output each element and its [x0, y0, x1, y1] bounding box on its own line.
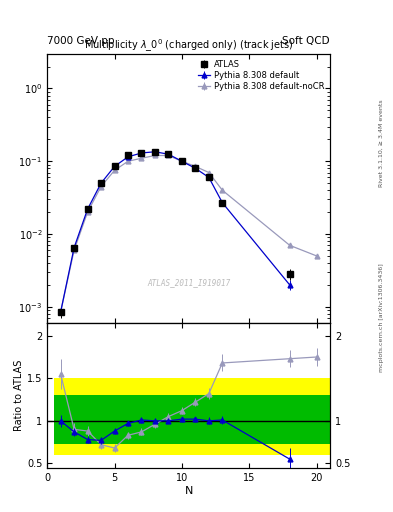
Title: Multiplicity $\lambda\_0^0$ (charged only) (track jets): Multiplicity $\lambda\_0^0$ (charged onl… [84, 37, 294, 54]
Text: Rivet 3.1.10, ≥ 3.4M events: Rivet 3.1.10, ≥ 3.4M events [379, 99, 384, 187]
X-axis label: N: N [184, 486, 193, 496]
Legend: ATLAS, Pythia 8.308 default, Pythia 8.308 default-noCR: ATLAS, Pythia 8.308 default, Pythia 8.30… [196, 58, 326, 93]
Text: Soft QCD: Soft QCD [283, 36, 330, 46]
Text: ATLAS_2011_I919017: ATLAS_2011_I919017 [147, 278, 230, 287]
Text: 7000 GeV pp: 7000 GeV pp [47, 36, 115, 46]
Y-axis label: Ratio to ATLAS: Ratio to ATLAS [14, 360, 24, 432]
Text: mcplots.cern.ch [arXiv:1306.3436]: mcplots.cern.ch [arXiv:1306.3436] [379, 263, 384, 372]
